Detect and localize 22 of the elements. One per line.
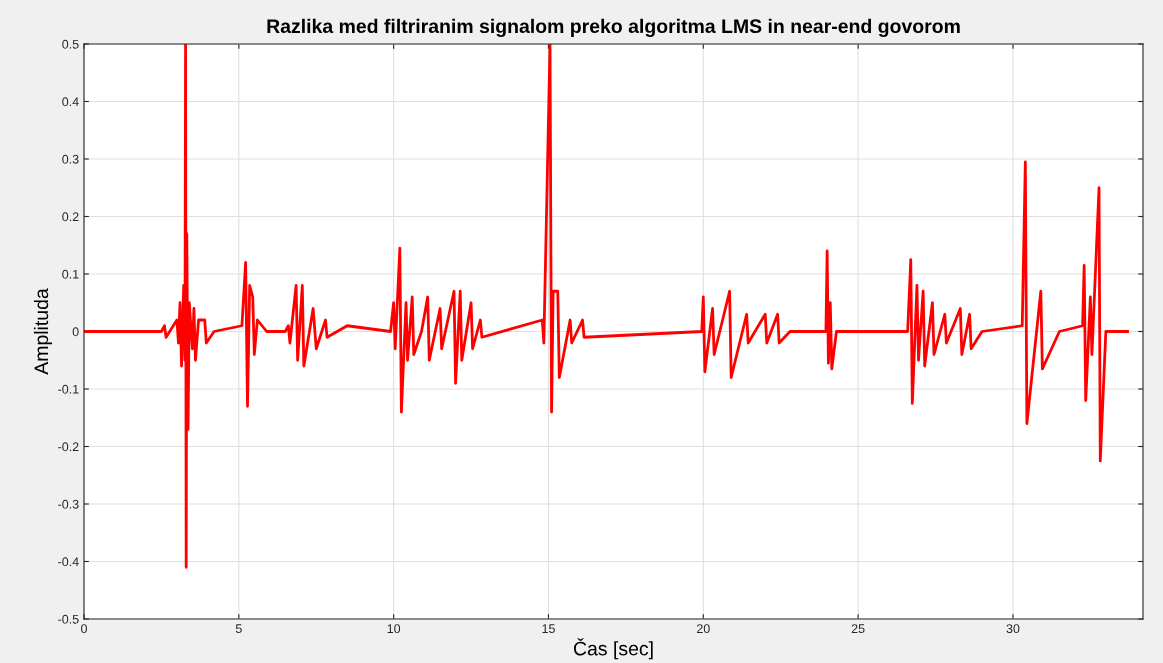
- x-axis-title: Čas [sec]: [573, 638, 653, 660]
- x-tick-label: 0: [81, 624, 87, 634]
- y-tick-label: 0.2: [62, 212, 79, 222]
- x-tick-label: 25: [851, 624, 865, 634]
- y-tick-label: -0.4: [58, 557, 79, 567]
- line-series: [84, 44, 1129, 569]
- x-tick-label: 30: [1006, 624, 1020, 634]
- y-tick-label: 0.4: [62, 97, 79, 107]
- y-tick-label: -0.1: [58, 384, 79, 394]
- y-tick-label: -0.3: [58, 499, 79, 509]
- y-tick-label: -0.5: [58, 614, 79, 624]
- x-tick-label: 5: [235, 624, 242, 634]
- y-tick-label: 0.3: [62, 154, 79, 164]
- y-tick-label: -0.2: [58, 442, 79, 452]
- y-tick-label: 0.1: [62, 269, 79, 279]
- x-tick-label: 15: [542, 624, 555, 634]
- y-tick-label: 0.5: [62, 39, 79, 49]
- chart-title: Razlika med filtriranim signalom preko algoritma LMS in near-end govorom: [267, 18, 960, 38]
- y-axis-title: Amplituda: [33, 288, 53, 375]
- x-tick-label: 20: [696, 624, 710, 634]
- x-tick-label: 10: [387, 624, 401, 634]
- y-tick-label: 0: [72, 327, 79, 337]
